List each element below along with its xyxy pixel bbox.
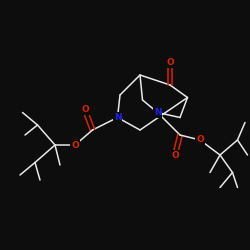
Text: O: O [171,150,179,160]
Text: O: O [196,136,204,144]
Text: N: N [114,113,121,122]
Text: O: O [166,58,174,67]
Text: N: N [154,108,161,117]
Text: O: O [81,106,89,114]
Text: O: O [71,140,79,149]
